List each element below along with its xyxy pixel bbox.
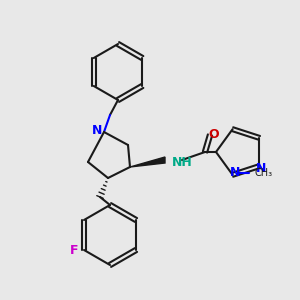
Polygon shape <box>130 157 165 167</box>
Text: CH₃: CH₃ <box>255 168 273 178</box>
Text: N: N <box>230 166 240 179</box>
Text: NH: NH <box>172 155 193 169</box>
Text: O: O <box>209 128 219 140</box>
Text: N: N <box>256 162 267 175</box>
Text: N: N <box>92 124 102 136</box>
Text: F: F <box>70 244 78 256</box>
